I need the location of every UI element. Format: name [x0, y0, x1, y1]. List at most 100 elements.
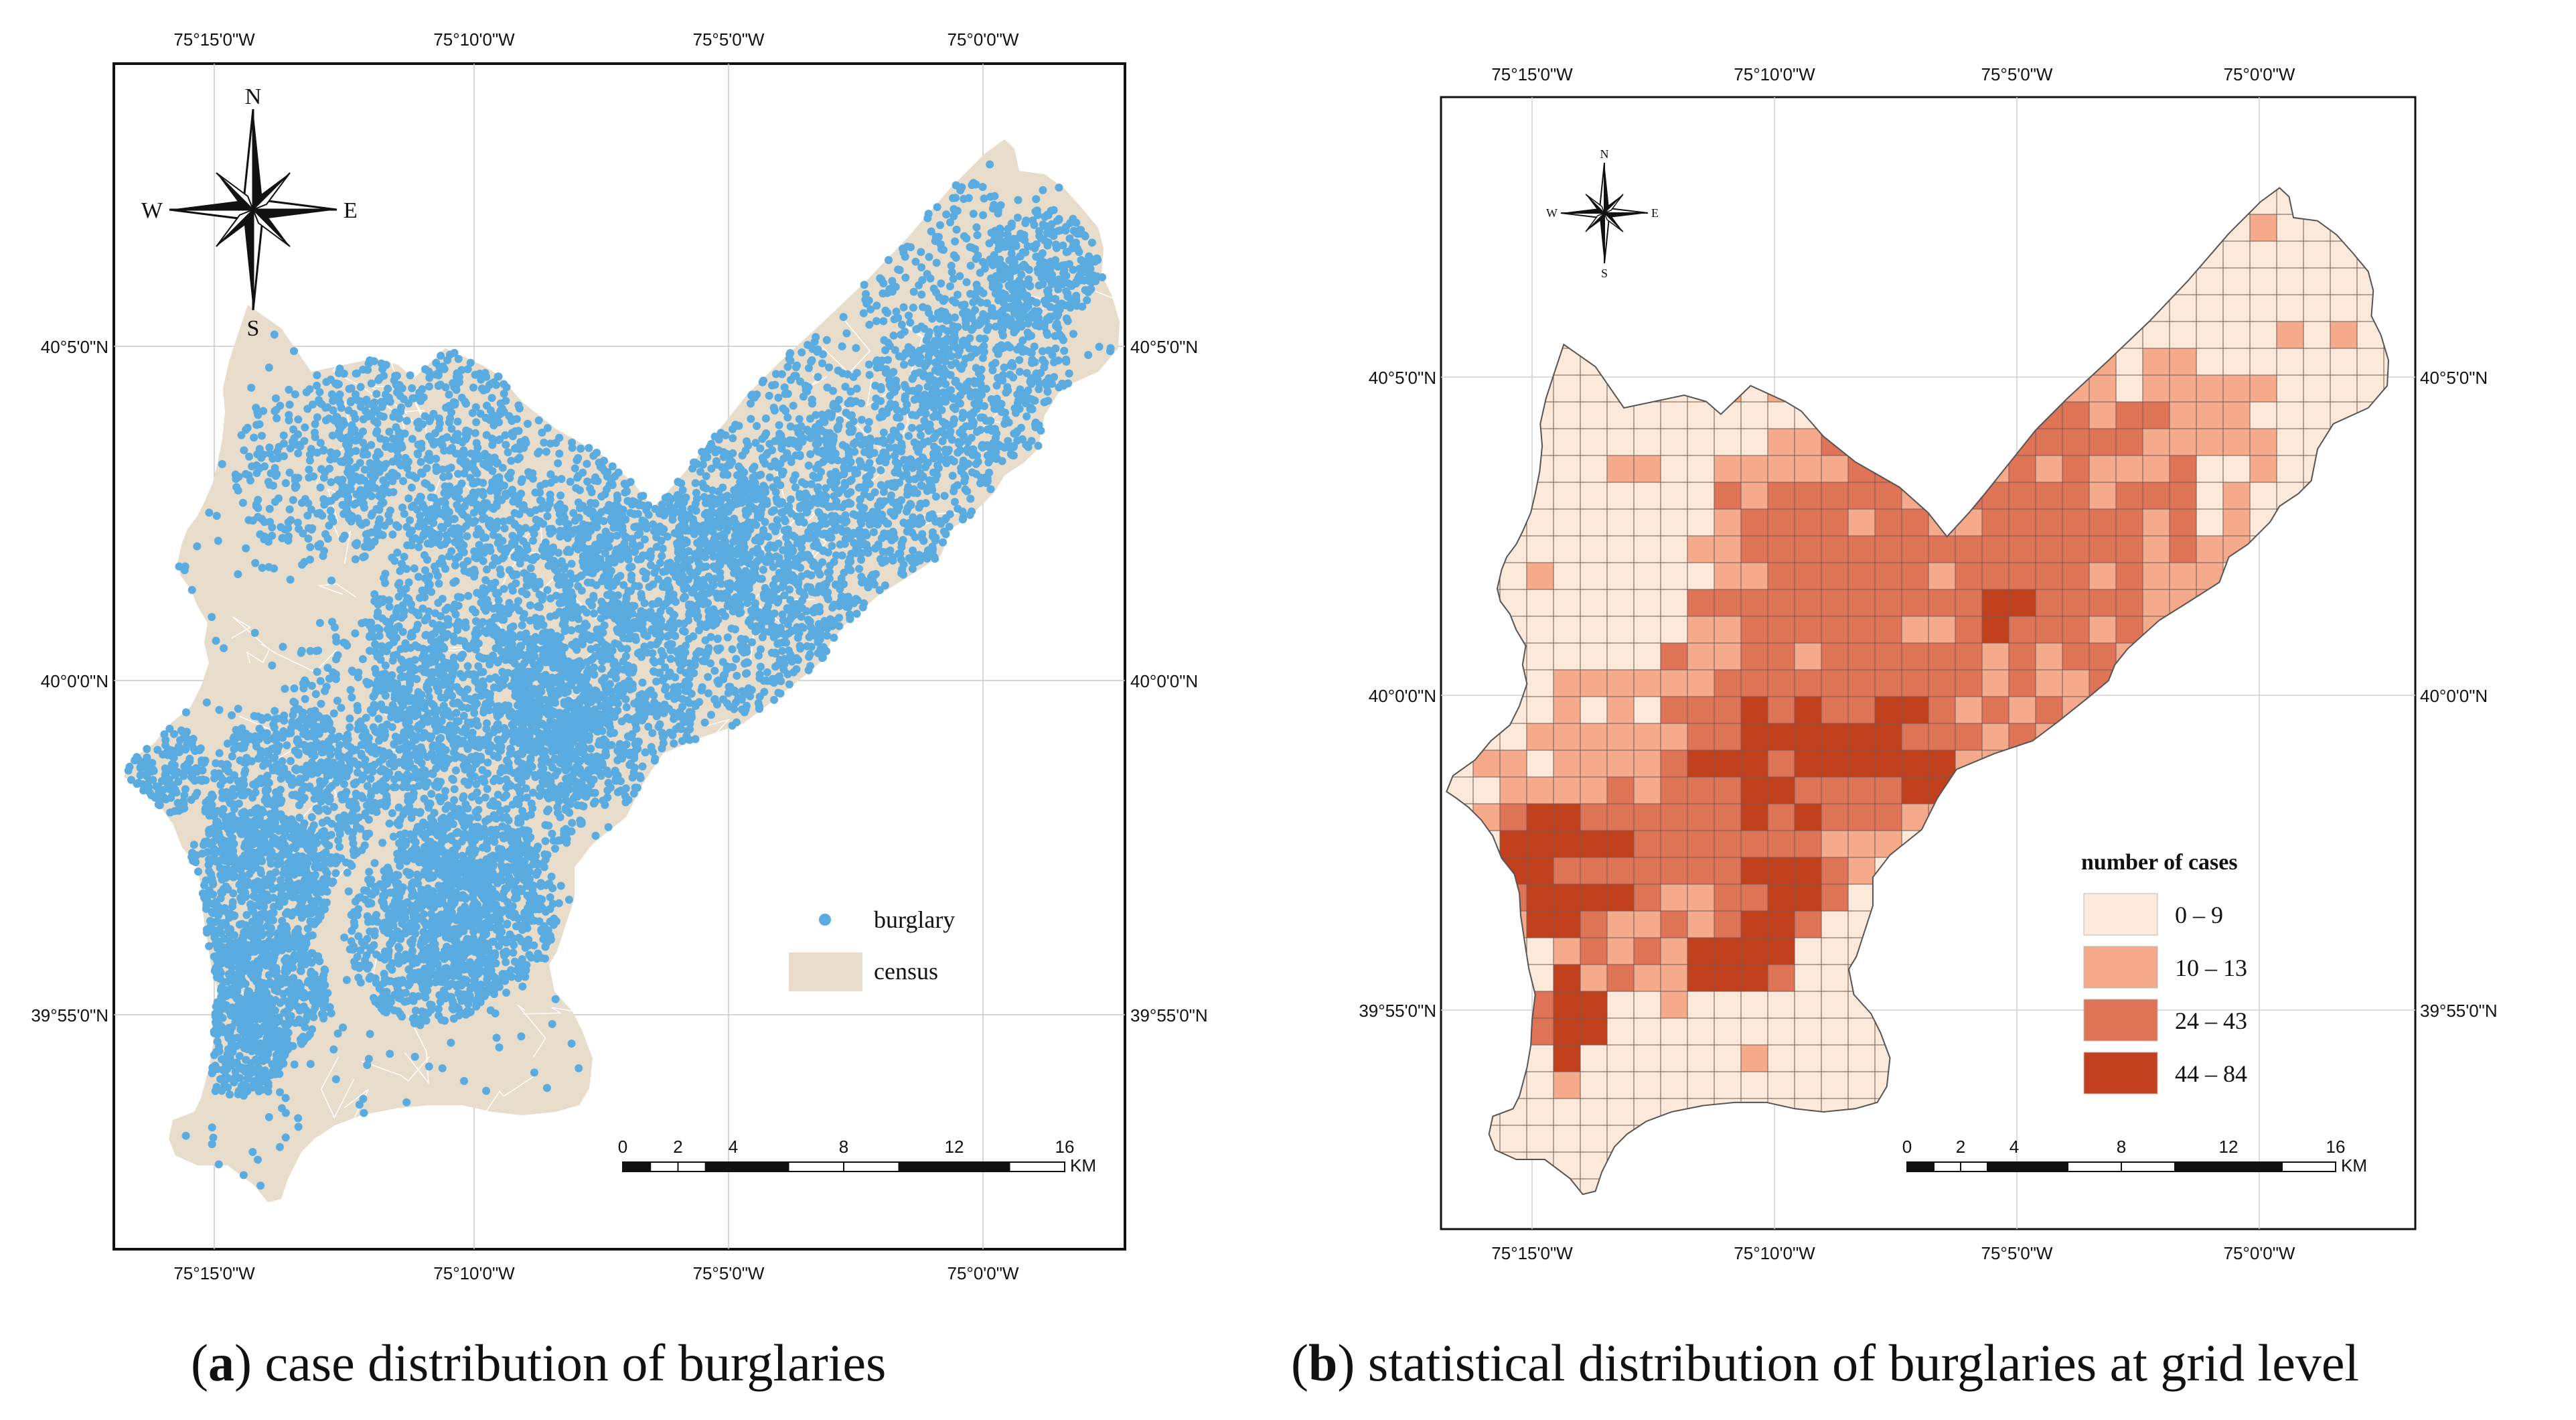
burglary-point — [449, 1014, 458, 1023]
burglary-point — [483, 595, 491, 604]
burglary-point — [270, 953, 279, 962]
burglary-point — [459, 754, 468, 763]
burglary-point — [449, 653, 458, 662]
burglary-point — [471, 677, 479, 685]
burglary-point — [287, 757, 295, 766]
burglary-point — [402, 565, 411, 573]
burglary-point — [258, 1044, 267, 1052]
burglary-point — [238, 936, 246, 945]
burglary-point — [257, 728, 266, 737]
burglary-point — [231, 1058, 240, 1067]
burglary-point — [455, 636, 464, 645]
burglary-point — [494, 743, 502, 752]
burglary-point — [317, 797, 325, 806]
burglary-point — [282, 864, 291, 873]
burglary-point — [216, 908, 225, 916]
burglary-point — [301, 773, 310, 782]
burglary-point — [226, 829, 234, 838]
burglary-point — [441, 606, 450, 614]
burglary-point — [297, 934, 305, 943]
burglary-point — [220, 865, 229, 873]
burglary-point — [478, 886, 487, 895]
burglary-point — [429, 888, 437, 896]
burglary-point — [340, 790, 349, 798]
burglary-point — [360, 886, 368, 895]
burglary-point — [279, 847, 288, 855]
burglary-point — [435, 793, 443, 802]
burglary-point — [386, 997, 395, 1006]
burglary-point — [270, 733, 279, 742]
burglary-point — [464, 591, 473, 600]
burglary-point — [512, 876, 520, 885]
burglary-point — [558, 598, 566, 607]
burglary-point — [436, 847, 445, 856]
burglary-point — [225, 796, 234, 805]
burglary-point — [463, 662, 472, 670]
burglary-point — [502, 756, 511, 765]
burglary-point — [358, 961, 367, 970]
burglary-point — [418, 586, 427, 595]
burglary-point — [577, 801, 586, 810]
burglary-point — [471, 939, 479, 948]
burglary-point — [427, 636, 435, 644]
burglary-point — [235, 880, 244, 889]
burglary-point — [226, 952, 235, 961]
burglary-point — [420, 888, 429, 897]
burglary-point — [323, 816, 331, 825]
burglary-point — [236, 981, 244, 989]
burglary-point — [522, 581, 531, 590]
burglary-point — [272, 964, 281, 972]
burglary-point — [704, 689, 712, 697]
burglary-point — [494, 637, 503, 646]
burglary-point — [250, 1077, 258, 1086]
burglary-point — [194, 867, 202, 876]
burglary-point — [518, 587, 526, 595]
burglary-point — [527, 953, 536, 962]
burglary-point — [516, 642, 525, 650]
burglary-point — [474, 806, 483, 814]
burglary-point — [551, 845, 559, 853]
burglary-point — [255, 899, 264, 908]
tract-boundary — [552, 583, 605, 619]
burglary-point — [532, 845, 541, 853]
burglary-point — [334, 836, 343, 845]
burglary-point — [505, 879, 514, 888]
burglary-point — [554, 549, 562, 557]
burglary-point — [257, 779, 266, 788]
burglary-point — [401, 950, 410, 959]
burglary-point — [548, 829, 556, 838]
burglary-point — [311, 861, 320, 869]
burglary-point — [283, 741, 291, 750]
burglary-point — [303, 910, 311, 918]
burglary-point — [454, 618, 463, 626]
burglary-point — [410, 564, 419, 573]
burglary-point — [212, 968, 220, 977]
burglary-point — [448, 954, 457, 963]
burglary-point — [514, 757, 522, 766]
burglary-point — [205, 829, 214, 838]
burglary-point — [445, 835, 453, 843]
burglary-point — [562, 825, 570, 833]
burglary-point — [438, 595, 447, 603]
burglary-point — [491, 673, 500, 682]
burglary-point — [461, 902, 469, 911]
burglary-point — [412, 625, 421, 634]
burglary-point — [452, 752, 461, 760]
burglary-point — [225, 936, 234, 945]
burglary-point — [504, 870, 512, 878]
burglary-point — [350, 908, 358, 916]
burglary-point — [513, 835, 522, 843]
burglary-point — [226, 814, 235, 823]
burglary-point — [455, 804, 463, 813]
burglary-point — [311, 907, 320, 916]
burglary-point — [473, 813, 482, 822]
burglary-point — [435, 579, 443, 588]
burglary-point — [370, 993, 378, 1002]
burglary-point — [255, 851, 264, 860]
burglary-point — [375, 984, 384, 993]
burglary-point — [252, 939, 260, 948]
burglary-point — [462, 976, 471, 985]
burglary-point — [487, 938, 496, 946]
burglary-point — [537, 496, 546, 505]
